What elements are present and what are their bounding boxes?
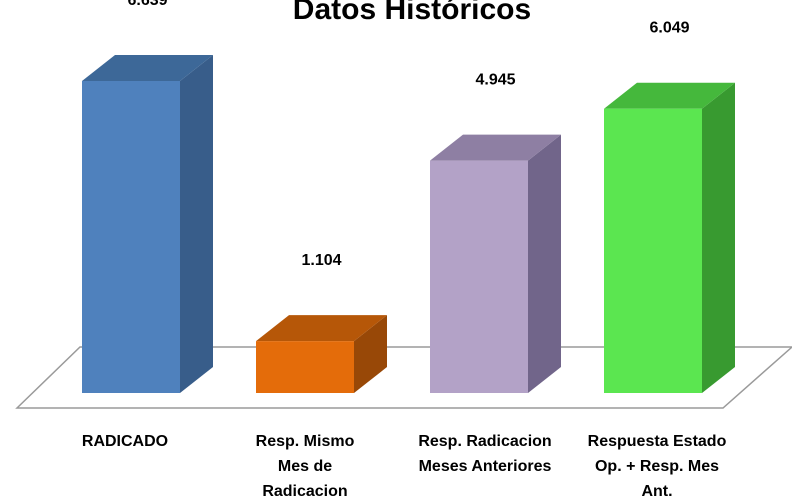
- bar-top-face: [256, 315, 387, 342]
- value-label: 6.049: [649, 20, 689, 37]
- category-label: Mes de: [278, 458, 332, 475]
- bar-1: [82, 55, 213, 393]
- value-label: 4.945: [475, 72, 515, 89]
- bar-3: [430, 134, 561, 394]
- category-label: Resp. Mismo: [256, 433, 355, 450]
- bar-front-face: [256, 341, 354, 393]
- bar-side-face: [702, 82, 735, 394]
- category-label: Op. + Resp. Mes: [595, 458, 719, 475]
- category-label: Respuesta Estado: [588, 433, 727, 450]
- bar-2: [256, 315, 387, 393]
- value-label: 6.639: [127, 0, 167, 9]
- category-label: Resp. Radicacion: [418, 433, 551, 450]
- bar-top-face: [82, 55, 213, 81]
- bar-side-face: [354, 315, 387, 393]
- bar-front-face: [82, 81, 180, 393]
- bar-front-face: [604, 108, 702, 394]
- category-label: Radicacion: [262, 483, 347, 500]
- category-label: Ant.: [641, 483, 672, 500]
- category-label: Meses Anteriores: [419, 458, 552, 475]
- bar-top-face: [430, 134, 561, 161]
- value-labels-group: 6.639 1.104 4.945 6.049: [127, 0, 689, 269]
- bar-top-face: [604, 82, 735, 109]
- bar-4: [604, 82, 735, 394]
- bar-front-face: [430, 160, 528, 393]
- category-label: RADICADO: [82, 433, 168, 450]
- category-labels-group: RADICADO Resp. Mismo Mes de Radicacion Resp.…: [82, 433, 727, 500]
- chart-title: Datos Históricos: [293, 0, 531, 26]
- bar-side-face: [180, 55, 213, 393]
- value-label: 1.104: [301, 252, 341, 269]
- bars-group: [82, 55, 735, 394]
- bar-side-face: [528, 134, 561, 394]
